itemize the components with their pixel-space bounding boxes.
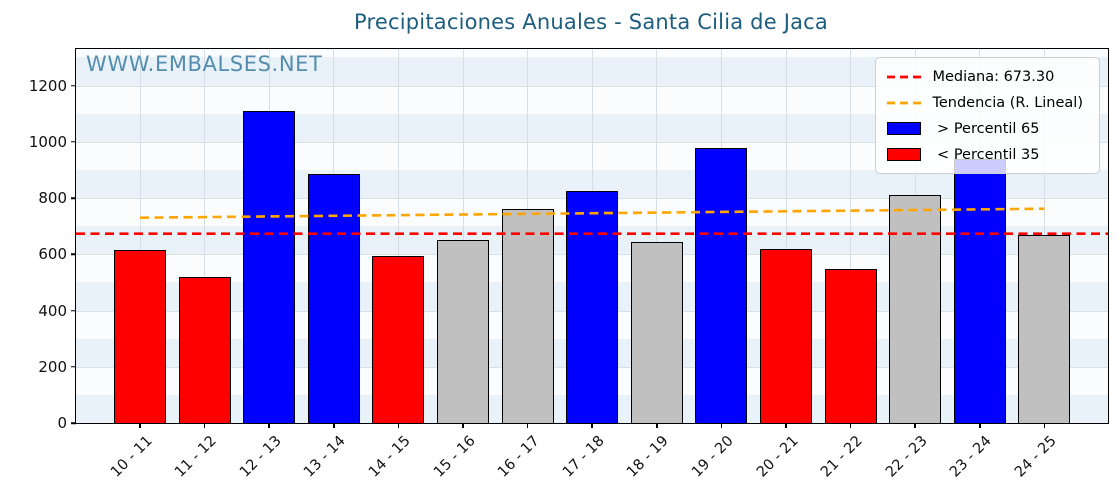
x-tick-label: 15 - 16 [430,433,479,481]
x-tick-mark [203,423,206,428]
legend-patch-sample [887,148,922,161]
plot-area: WWW.EMBALSES.NET 0 200 400 600 800 1000 1200 10… [29,48,1109,481]
legend-item-3: < Percentil 35 [887,144,1083,165]
bar-12-13 [243,110,296,423]
y-tick-mark [71,422,76,424]
gridline-vertical [397,49,399,423]
y-tick-mark [71,197,76,199]
x-tick-mark [785,423,787,428]
legend-item-1: Tendencia (R. Lineal) [887,92,1083,113]
legend-item-0: Mediana: 673.30 [887,66,1083,87]
bar-18-19 [630,242,683,423]
watermark: WWW.EMBALSES.NET [86,52,323,76]
x-tick-label: 16 - 17 [495,433,543,481]
x-tick-mark [914,423,916,428]
x-tick-mark [139,423,141,428]
legend-dash-sample [887,74,922,80]
chart-title: Precipitaciones Anuales - Santa Cilia de… [354,10,828,34]
bar-10-11 [114,249,166,423]
x-tick-label: 19 - 20 [689,433,737,481]
gridline-vertical [204,49,206,423]
x-tick-label: 21 - 22 [818,433,866,481]
y-tick-label: 400 [38,301,67,320]
legend-patch-swatch [887,122,922,135]
x-tick-label: 17 - 18 [559,433,608,481]
x-tick-mark [397,423,400,428]
legend-item-label: Tendencia (R. Lineal) [932,94,1083,111]
legend-dash-sample [887,100,922,106]
y-tick-mark [71,141,76,143]
y-tick-mark [71,309,76,312]
legend: Mediana: 673.30 Tendencia (R. Lineal) > P… [875,57,1100,174]
x-tick-label: 13 - 14 [301,433,350,481]
bar-14-15 [372,255,425,423]
bar-23-24 [953,159,1006,423]
bar-15-16 [437,240,489,423]
bar-11-12 [178,276,231,423]
legend-patch-swatch [887,148,922,161]
bar-17-18 [566,191,619,423]
bar-21-22 [824,268,877,423]
x-tick-label: 14 - 15 [366,433,414,481]
x-tick-label: 18 - 19 [624,433,673,481]
x-tick-mark [591,423,593,428]
gridline-vertical [462,49,464,423]
gridline-vertical [785,49,787,423]
gridline-vertical [850,49,852,423]
x-tick-mark [979,423,981,428]
legend-item-label: < Percentil 35 [932,146,1040,163]
gridline-vertical [656,49,658,423]
x-tick-mark [656,423,658,428]
y-tick-label: 200 [38,357,67,376]
x-tick-label: 24 - 25 [1012,433,1060,481]
y-tick-label: 1200 [28,76,67,95]
bar-16-17 [501,208,554,423]
y-tick-mark [71,84,76,87]
bar-19-20 [695,147,748,423]
x-tick-label: 20 - 21 [753,433,802,481]
legend-item-2: > Percentil 65 [887,118,1083,139]
gridline-horizontal [76,141,1108,143]
y-tick-label: 600 [38,245,67,264]
x-tick-mark [526,423,529,428]
legend-item-label: Mediana: 673.30 [932,68,1055,85]
x-tick-mark [720,423,723,428]
bar-22-23 [889,194,942,423]
y-tick-label: 800 [38,189,67,208]
x-tick-mark [333,423,335,428]
y-tick-mark [71,253,76,256]
x-tick-mark [268,423,270,428]
x-tick-label: 22 - 23 [882,433,931,481]
x-tick-label: 11 - 12 [172,433,220,481]
bar-24-25 [1018,234,1071,423]
legend-patch-sample [887,122,922,135]
y-tick-label: 0 [57,414,67,432]
x-tick-label: 23 - 24 [947,433,996,481]
y-tick-label: 1000 [28,132,67,151]
y-tick-mark [71,366,76,368]
gridline-horizontal [76,85,1108,87]
gridline-vertical [139,49,141,423]
x-tick-label: 10 - 11 [107,433,156,481]
x-tick-mark [1043,423,1046,428]
x-tick-mark [462,423,464,428]
bar-20-21 [760,248,812,423]
x-tick-mark [849,423,852,428]
x-tick-label: 12 - 13 [236,433,285,481]
bar-13-14 [307,173,360,423]
legend-item-label: > Percentil 65 [932,120,1040,137]
